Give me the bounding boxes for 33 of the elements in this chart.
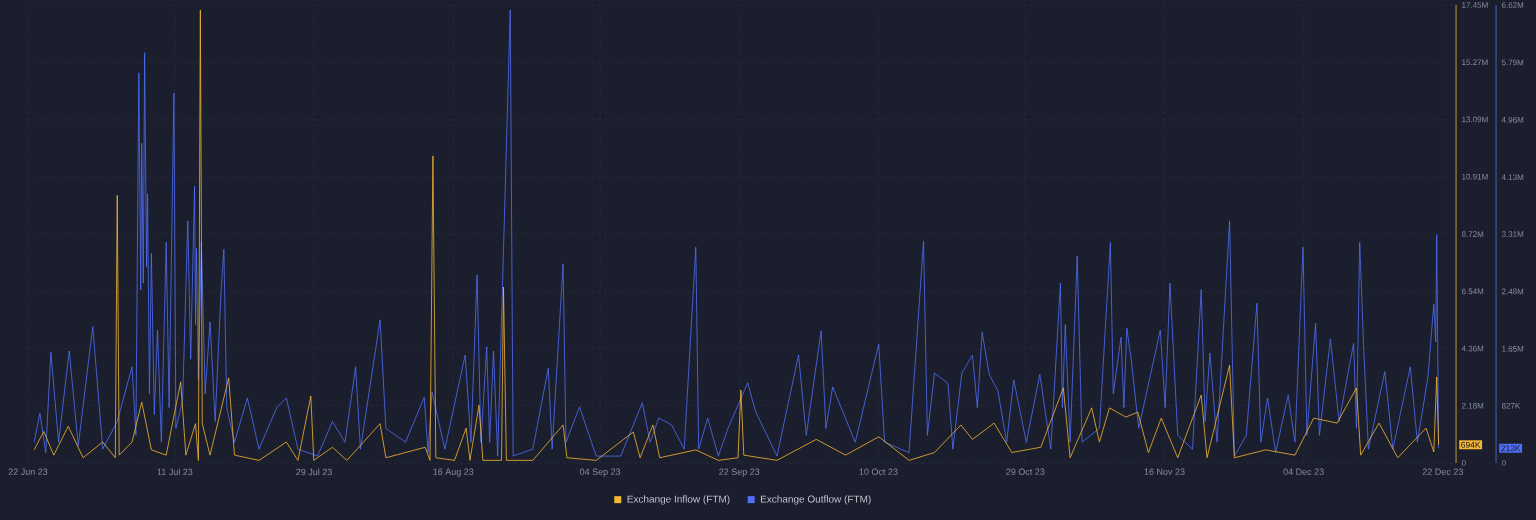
- text: 213K: [1501, 445, 1521, 452]
- y-tick-label: 10.91M: [1462, 173, 1488, 180]
- y2-tick-label: 4.13M: [1501, 174, 1524, 181]
- y-tick-label: 15.27M: [1462, 59, 1488, 66]
- y2-tick-label: 3.31M: [1501, 231, 1524, 237]
- x-tick-label: 29 Jul 23: [296, 468, 332, 476]
- x-tick-label: 04 Dec 23: [1283, 468, 1324, 475]
- y2-tick-label: 1.65M: [1502, 346, 1524, 352]
- x-tick-label: 04 Sep 23: [579, 468, 621, 477]
- y-tick-label: 8.72M: [1461, 231, 1484, 237]
- x-tick-label: 16 Aug 23: [433, 468, 474, 477]
- y-tick-label: 2.18M: [1461, 402, 1484, 409]
- text: 694K: [1461, 441, 1481, 448]
- y-tick-label: 4.36M: [1461, 345, 1484, 352]
- y-tick-label: 6.54M: [1461, 288, 1484, 295]
- legend-label: Exchange Inflow (FTM): [627, 495, 730, 505]
- x-tick-label: 16 Nov 23: [1144, 468, 1185, 475]
- y2-tick-label: 5.79M: [1501, 59, 1524, 66]
- y-tick-label: 17.45M: [1462, 2, 1488, 8]
- y2-tick-label: 2.48M: [1501, 288, 1524, 295]
- x-tick-label: 22 Sep 23: [719, 468, 760, 477]
- x-tick-label: 22 Jun 23: [8, 468, 48, 475]
- y-tick-label: 0: [1461, 460, 1466, 466]
- y2-tick-label: 0: [1501, 460, 1506, 466]
- x-tick-label: 22 Dec 23: [1422, 468, 1463, 475]
- x-tick-label: 11 Jul 23: [157, 468, 193, 476]
- x-tick-label: 10 Oct 23: [859, 468, 898, 475]
- legend-label: Exchange Outflow (FTM): [760, 495, 871, 505]
- y2-tick-label: 827K: [1501, 402, 1521, 409]
- x-tick-label: 29 Oct 23: [1006, 468, 1045, 475]
- y2-tick-label: 6.62M: [1501, 2, 1524, 8]
- y-tick-label: 13.09M: [1462, 116, 1488, 123]
- y2-tick-label: 4.96M: [1501, 117, 1524, 123]
